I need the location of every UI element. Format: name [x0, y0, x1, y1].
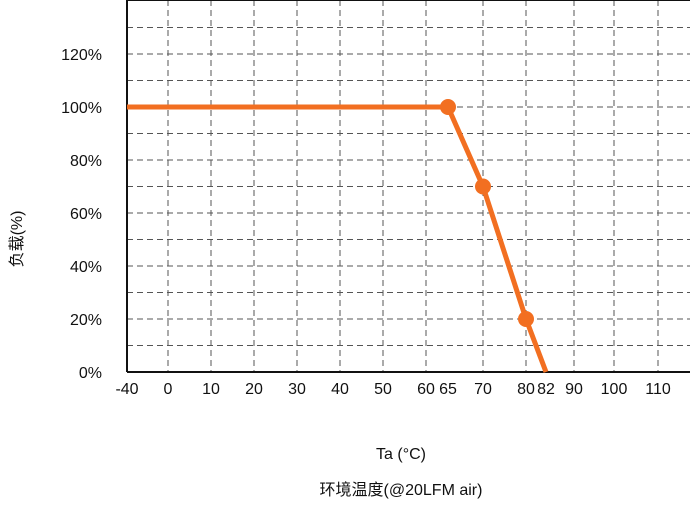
- data-point-marker: [518, 311, 534, 327]
- data-point-marker: [475, 178, 491, 195]
- x-tick-label: 100: [601, 381, 628, 398]
- x-tick-label: -40: [115, 381, 138, 398]
- x-axis-title: Ta (°C): [376, 446, 426, 463]
- x-tick-label: 65: [439, 381, 457, 398]
- data-point-marker: [440, 99, 456, 115]
- x-tick-label: 30: [288, 381, 306, 398]
- x-tick-labels: -40 0 10 20 30 40 50 60 65 70 80 82 90 100 110: [115, 381, 670, 398]
- y-tick-label: 40%: [70, 259, 102, 276]
- y-tick-label: 120%: [61, 47, 102, 64]
- x-tick-label: 40: [331, 381, 349, 398]
- x-tick-label: 60: [417, 381, 435, 398]
- x-tick-label: 10: [202, 381, 220, 398]
- x-tick-label: 0: [164, 381, 173, 398]
- y-tick-labels: 0% 20% 40% 60% 80% 100% 120%: [61, 47, 102, 382]
- y-tick-label: 0%: [79, 365, 102, 382]
- x-tick-label: 80: [517, 381, 535, 398]
- grid-lines: [127, 0, 690, 372]
- x-axis-subtitle: 环境温度(@20LFM air): [320, 480, 483, 499]
- x-tick-label: 110: [645, 381, 671, 398]
- plot-frame: [126, 0, 690, 373]
- y-axis-title: 负载(%): [8, 211, 26, 268]
- x-tick-label: 90: [565, 381, 583, 398]
- y-tick-label: 100%: [61, 100, 102, 117]
- series-layer: [127, 99, 549, 373]
- x-tick-label: 50: [374, 381, 392, 398]
- y-tick-label: 80%: [70, 153, 102, 170]
- x-tick-label: 20: [245, 381, 263, 398]
- x-tick-label: 70: [474, 381, 492, 398]
- x-tick-label: 82: [537, 381, 555, 398]
- y-tick-label: 20%: [70, 312, 102, 329]
- y-tick-label: 60%: [70, 206, 102, 223]
